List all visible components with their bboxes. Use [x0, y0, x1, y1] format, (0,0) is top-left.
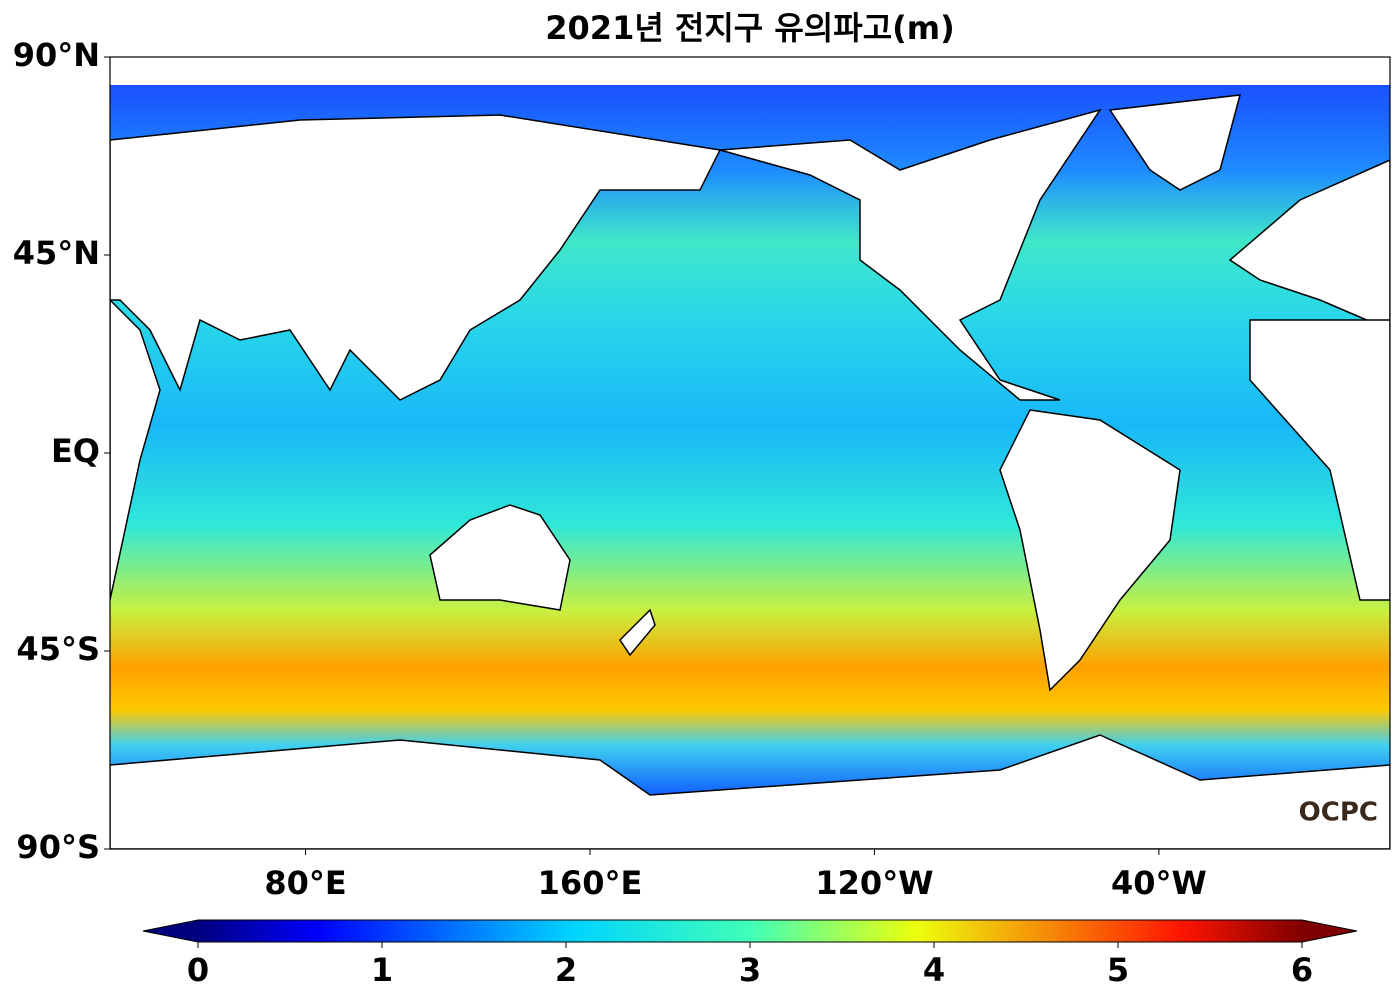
colorbar-tick-label: 2	[555, 951, 577, 989]
colorbar-extend-low	[143, 920, 198, 942]
greenland	[1108, 94, 1242, 191]
lon-tick-label: 160°E	[538, 864, 643, 902]
colorbar-extend-high	[1302, 920, 1357, 942]
africa-west	[110, 298, 161, 601]
colorbar-tick-label: 5	[1107, 951, 1129, 989]
map-title: 2021년 전지구 유의파고(m)	[545, 9, 954, 47]
colorbar	[198, 920, 1302, 942]
colorbar-tick-label: 0	[187, 951, 209, 989]
antarctica	[110, 734, 1390, 849]
colorbar-tick-label: 4	[923, 951, 945, 989]
new-zealand	[619, 608, 656, 657]
logo: OCPC	[1299, 798, 1378, 828]
australia	[429, 504, 571, 611]
lat-tick-label: EQ	[51, 432, 100, 470]
lon-tick-label: 40°W	[1111, 864, 1207, 902]
eurasia	[110, 114, 722, 401]
colorbar-tick-label: 3	[739, 951, 761, 989]
colorbar-tick-label: 1	[371, 951, 393, 989]
lon-tick-label: 120°W	[815, 864, 933, 902]
south-america	[999, 409, 1181, 692]
lat-tick-label: 90°S	[16, 828, 100, 866]
lat-tick-label: 45°S	[16, 630, 100, 668]
map-area	[110, 57, 1390, 849]
north-america	[719, 108, 1102, 401]
lat-tick-label: 45°N	[13, 234, 100, 272]
colorbar-tick-label: 6	[1291, 951, 1313, 989]
africa-east	[1249, 319, 1390, 601]
lon-tick-label: 80°E	[264, 864, 346, 902]
lat-tick-label: 90°N	[13, 36, 100, 74]
europe	[1228, 159, 1390, 331]
